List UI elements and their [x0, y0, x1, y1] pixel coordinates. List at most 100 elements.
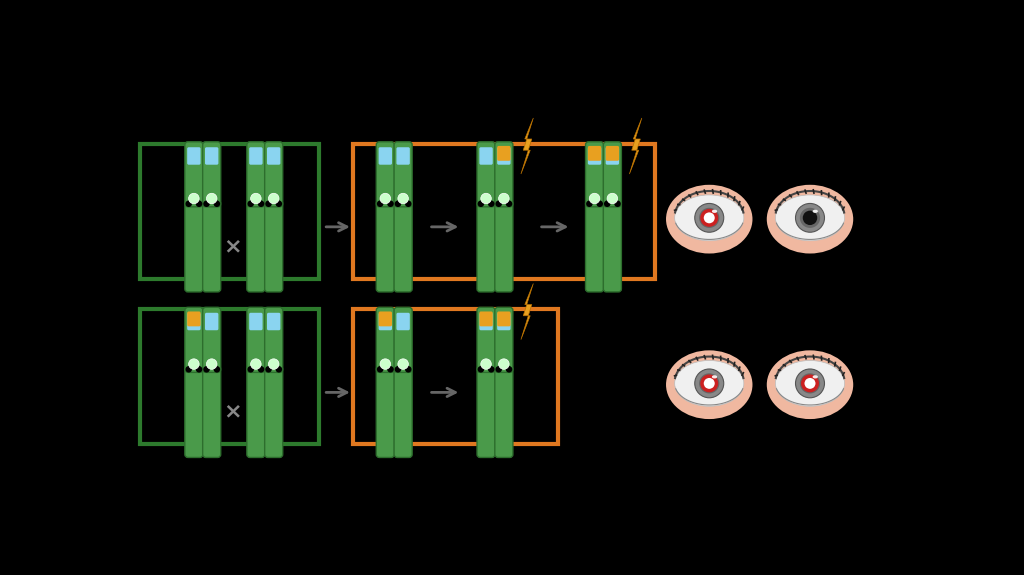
Circle shape — [203, 366, 210, 373]
Circle shape — [589, 193, 600, 204]
Circle shape — [499, 193, 509, 204]
Circle shape — [377, 366, 383, 373]
Circle shape — [251, 193, 261, 204]
FancyBboxPatch shape — [479, 313, 493, 330]
Circle shape — [258, 201, 264, 207]
FancyBboxPatch shape — [376, 307, 394, 373]
FancyBboxPatch shape — [479, 312, 493, 327]
Ellipse shape — [675, 361, 743, 407]
Circle shape — [207, 193, 217, 204]
FancyBboxPatch shape — [267, 313, 281, 330]
FancyBboxPatch shape — [264, 307, 283, 373]
FancyBboxPatch shape — [205, 147, 218, 164]
Circle shape — [796, 369, 824, 398]
Circle shape — [487, 366, 495, 373]
FancyBboxPatch shape — [203, 201, 221, 292]
Circle shape — [596, 201, 603, 207]
FancyBboxPatch shape — [588, 147, 601, 164]
Circle shape — [702, 210, 717, 225]
Circle shape — [477, 366, 484, 373]
Polygon shape — [630, 118, 642, 174]
Circle shape — [614, 201, 621, 207]
Circle shape — [694, 369, 724, 398]
Circle shape — [398, 193, 409, 204]
Circle shape — [803, 210, 817, 225]
Circle shape — [481, 193, 492, 204]
FancyBboxPatch shape — [479, 147, 493, 164]
Circle shape — [398, 359, 409, 369]
Circle shape — [196, 366, 203, 373]
FancyBboxPatch shape — [185, 142, 203, 207]
Ellipse shape — [712, 375, 717, 378]
Circle shape — [380, 359, 390, 369]
Circle shape — [496, 366, 502, 373]
Circle shape — [699, 373, 720, 393]
FancyBboxPatch shape — [586, 201, 603, 292]
FancyBboxPatch shape — [498, 147, 511, 164]
Polygon shape — [521, 283, 534, 340]
Circle shape — [394, 366, 401, 373]
Circle shape — [207, 359, 217, 369]
FancyBboxPatch shape — [267, 147, 281, 164]
Circle shape — [214, 366, 220, 373]
FancyBboxPatch shape — [498, 313, 511, 330]
FancyBboxPatch shape — [477, 201, 495, 292]
Circle shape — [694, 204, 724, 232]
Circle shape — [275, 201, 283, 207]
FancyBboxPatch shape — [588, 146, 601, 161]
FancyBboxPatch shape — [249, 313, 262, 330]
Circle shape — [188, 193, 199, 204]
FancyBboxPatch shape — [376, 366, 394, 458]
Circle shape — [496, 201, 502, 207]
FancyBboxPatch shape — [605, 147, 620, 164]
FancyBboxPatch shape — [394, 201, 412, 292]
Circle shape — [404, 366, 412, 373]
Circle shape — [248, 201, 254, 207]
Circle shape — [268, 193, 279, 204]
Ellipse shape — [813, 375, 818, 378]
Ellipse shape — [666, 350, 753, 419]
FancyBboxPatch shape — [495, 366, 513, 458]
Ellipse shape — [767, 350, 853, 419]
Circle shape — [404, 201, 412, 207]
FancyBboxPatch shape — [249, 147, 262, 164]
FancyBboxPatch shape — [379, 312, 392, 327]
FancyBboxPatch shape — [187, 312, 201, 327]
FancyBboxPatch shape — [603, 142, 622, 207]
Ellipse shape — [666, 185, 753, 254]
Circle shape — [394, 201, 401, 207]
Circle shape — [268, 359, 279, 369]
Circle shape — [506, 201, 512, 207]
FancyBboxPatch shape — [203, 142, 221, 207]
FancyBboxPatch shape — [495, 142, 513, 207]
Text: ×: × — [223, 402, 242, 421]
Circle shape — [258, 366, 264, 373]
Circle shape — [185, 366, 193, 373]
FancyBboxPatch shape — [247, 366, 265, 458]
Circle shape — [196, 201, 203, 207]
Circle shape — [203, 201, 210, 207]
Circle shape — [377, 201, 383, 207]
FancyBboxPatch shape — [247, 142, 265, 207]
Circle shape — [604, 201, 610, 207]
FancyBboxPatch shape — [495, 201, 513, 292]
Circle shape — [699, 208, 720, 228]
Circle shape — [800, 373, 820, 393]
FancyBboxPatch shape — [185, 366, 203, 458]
Ellipse shape — [775, 195, 845, 241]
Circle shape — [265, 201, 271, 207]
Polygon shape — [521, 118, 534, 174]
FancyBboxPatch shape — [498, 312, 511, 327]
Circle shape — [477, 201, 484, 207]
Ellipse shape — [712, 210, 717, 213]
Circle shape — [800, 208, 820, 228]
FancyBboxPatch shape — [605, 146, 620, 161]
FancyBboxPatch shape — [394, 307, 412, 373]
FancyBboxPatch shape — [264, 142, 283, 207]
FancyBboxPatch shape — [376, 142, 394, 207]
Circle shape — [185, 201, 193, 207]
FancyBboxPatch shape — [264, 201, 283, 292]
Circle shape — [607, 193, 617, 204]
Circle shape — [803, 376, 817, 390]
Circle shape — [265, 366, 271, 373]
